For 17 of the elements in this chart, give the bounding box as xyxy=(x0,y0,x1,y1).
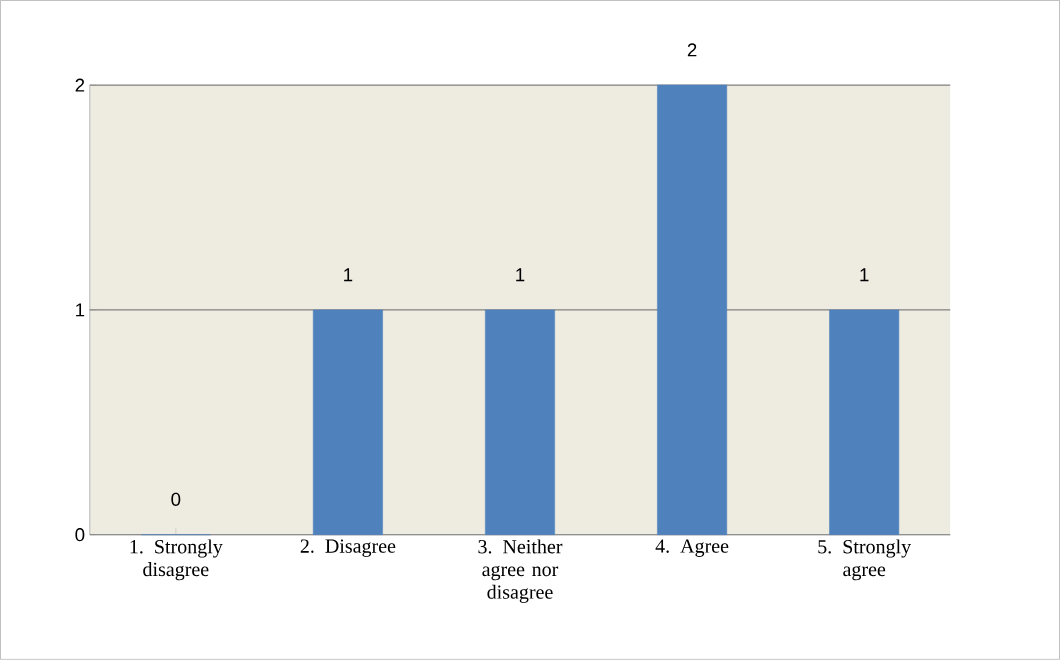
data-label: 1 xyxy=(516,268,525,282)
bar xyxy=(312,309,383,536)
bar xyxy=(657,84,728,536)
data-label: 1 xyxy=(860,268,869,282)
bar xyxy=(829,309,900,536)
data-label: 0 xyxy=(171,492,181,507)
data-label: 1 xyxy=(344,268,353,282)
x-tick-label: 1. Strongly disagree xyxy=(130,539,223,581)
y-tick-label: 0 xyxy=(75,528,85,542)
x-tick-label: 5. Strongly agree xyxy=(818,539,912,581)
data-label: 2 xyxy=(687,43,697,57)
y-tick-label: 2 xyxy=(75,78,85,92)
bar xyxy=(485,309,555,536)
y-tick-label: 1 xyxy=(76,303,85,317)
x-tick-label: 3. Neither agree nor disagree xyxy=(478,539,563,604)
x-tick-label: 4. Agree xyxy=(655,539,729,557)
x-tick-label: 2. Disagree xyxy=(300,539,396,558)
